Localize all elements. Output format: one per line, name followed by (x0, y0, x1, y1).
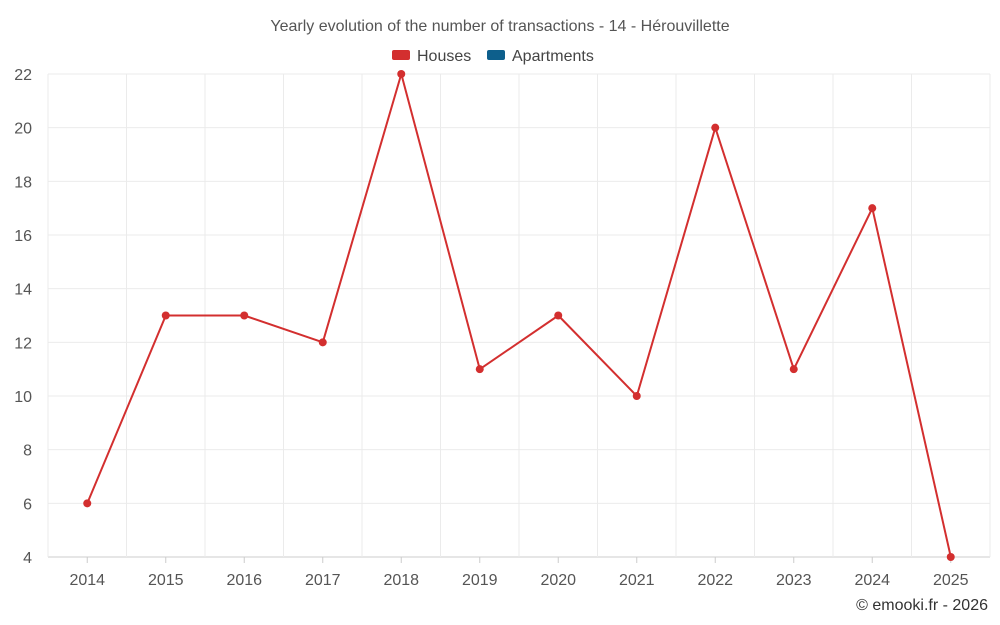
y-tick-label: 22 (14, 67, 32, 84)
x-tick-label: 2018 (383, 572, 419, 589)
data-point-houses[interactable] (240, 311, 249, 320)
y-tick-label: 4 (23, 550, 32, 567)
y-tick-label: 10 (14, 389, 32, 406)
x-tick-label: 2019 (462, 572, 498, 589)
legend-swatch-houses (392, 50, 410, 60)
x-tick-label: 2017 (305, 572, 341, 589)
x-tick-label: 2015 (148, 572, 184, 589)
data-point-houses[interactable] (83, 499, 92, 508)
data-point-houses[interactable] (161, 311, 170, 320)
legend-item-houses[interactable]: Houses (392, 48, 471, 65)
data-point-houses[interactable] (946, 553, 955, 561)
data-point-houses[interactable] (318, 338, 327, 347)
y-tick-label: 6 (23, 496, 32, 513)
y-tick-label: 20 (14, 121, 32, 138)
x-tick-label: 2023 (776, 572, 812, 589)
x-tick-label: 2014 (69, 572, 105, 589)
legend-item-apartments[interactable]: Apartments (487, 48, 594, 65)
legend-label-apartments: Apartments (512, 48, 594, 65)
x-tick-label: 2024 (854, 572, 890, 589)
series-layer (83, 70, 955, 561)
legend-label-houses: Houses (417, 48, 471, 65)
x-tick-label: 2025 (933, 572, 969, 589)
x-axis-ticks: 2014 2015 2016 2017 2018 2019 2020 2021 2022 2023… (69, 557, 969, 589)
data-point-houses[interactable] (475, 365, 484, 374)
data-point-houses[interactable] (397, 70, 406, 78)
data-point-houses[interactable] (711, 123, 720, 132)
data-point-houses[interactable] (554, 311, 563, 320)
x-tick-label: 2021 (619, 572, 655, 589)
x-tick-label: 2022 (697, 572, 733, 589)
y-tick-label: 12 (14, 335, 32, 352)
data-point-houses[interactable] (789, 365, 798, 374)
y-tick-label: 18 (14, 174, 32, 191)
x-tick-label: 2016 (226, 572, 262, 589)
x-tick-label: 2020 (540, 572, 576, 589)
y-axis-ticks: 4 6 8 10 12 14 16 18 20 22 (14, 67, 32, 567)
y-tick-label: 8 (23, 443, 32, 460)
y-tick-label: 14 (14, 282, 32, 299)
series-line-houses (86, 73, 952, 558)
data-point-houses[interactable] (632, 392, 641, 400)
y-tick-label: 16 (14, 228, 32, 245)
legend: Houses Apartments (392, 48, 594, 65)
chart-title: Yearly evolution of the number of transa… (270, 18, 729, 35)
legend-swatch-apartments (487, 50, 505, 60)
data-point-houses[interactable] (868, 204, 877, 213)
credit-text: © emooki.fr - 2026 (856, 597, 988, 614)
